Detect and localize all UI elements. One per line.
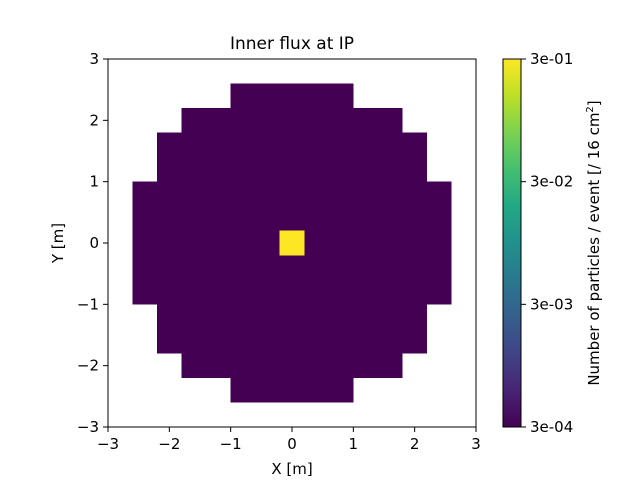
- colorbar-ticks: 3e-01 3e-02 3e-03 3e-04: [521, 50, 573, 436]
- y-axis: −3 −2 −1 0 1 2 3: [77, 50, 108, 436]
- x-tick-label: 0: [287, 435, 297, 453]
- heatmap-row: [132, 279, 452, 305]
- colorbar-label-end: ]: [585, 100, 603, 106]
- y-tick-label: −2: [77, 357, 99, 375]
- x-tick-label: 2: [410, 435, 420, 453]
- y-tick-label: 0: [89, 234, 99, 252]
- heatmap-row: [132, 255, 452, 280]
- heatmap-cells: [132, 83, 452, 403]
- y-tick-label: 2: [89, 111, 99, 129]
- y-tick-label: −1: [77, 295, 99, 313]
- heatmap-row: [230, 83, 354, 109]
- x-axis: −3 −2 −1 0 1 2 3: [97, 427, 481, 453]
- colorbar-tick-label: 3e-03: [530, 295, 573, 313]
- heatmap-row: [157, 304, 427, 329]
- colorbar-tick-label: 3e-02: [530, 173, 573, 191]
- y-axis-label: Y [m]: [49, 223, 67, 264]
- heatmap-row: [157, 328, 427, 354]
- heatmap-row: [181, 108, 403, 133]
- colorbar-tick-label: 3e-01: [530, 50, 573, 68]
- x-tick-label: −3: [97, 435, 119, 453]
- heatmap-row: [132, 206, 452, 231]
- heatmap-row: [157, 157, 427, 182]
- colorbar: [502, 58, 522, 428]
- heatmap-row: [132, 181, 452, 207]
- x-tick-label: −1: [220, 435, 242, 453]
- heatmap-hotspot: [279, 230, 305, 256]
- chart-title: Inner flux at IP: [230, 34, 354, 54]
- x-tick-label: 1: [349, 435, 359, 453]
- heatmap-row: [157, 132, 427, 158]
- heatmap-row: [230, 377, 354, 403]
- y-tick-label: 3: [89, 50, 99, 68]
- y-tick-label: −3: [77, 418, 99, 436]
- colorbar-tick-label: 3e-04: [530, 418, 573, 436]
- heatmap-row: [181, 353, 403, 378]
- colorbar-label-main: Number of particles / event [/ 16 cm: [585, 113, 603, 386]
- colorbar-label: Number of particles / event [/ 16 cm2]: [585, 100, 603, 385]
- y-tick-label: 1: [89, 173, 99, 191]
- x-tick-label: −2: [158, 435, 180, 453]
- colorbar-label-superscript: 2: [585, 106, 596, 112]
- x-tick-label: 3: [471, 435, 481, 453]
- x-axis-label: X [m]: [271, 460, 312, 478]
